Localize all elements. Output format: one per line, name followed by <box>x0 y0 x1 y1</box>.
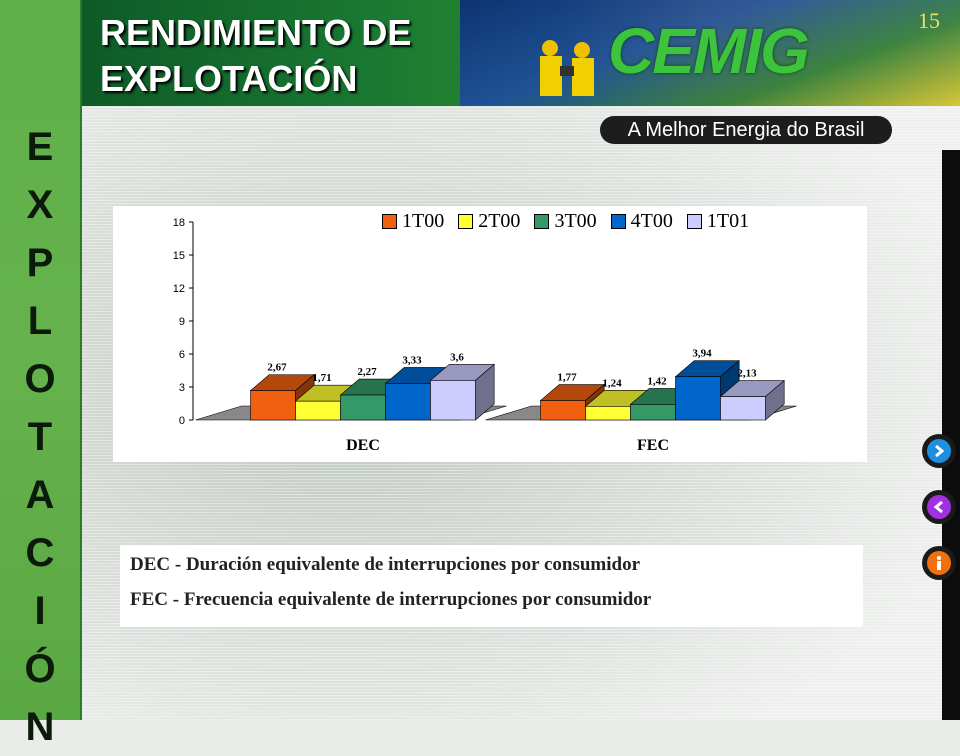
y-tick-label: 9 <box>179 316 185 328</box>
legend-label: 3T00 <box>554 210 597 232</box>
sidebar-letter: E <box>26 125 54 169</box>
legend-label: 4T00 <box>630 210 673 232</box>
info-button[interactable] <box>922 546 956 580</box>
bar-value-label: 3,6 <box>450 351 464 363</box>
definition-dec: DEC - Duración equivalente de interrupci… <box>130 554 641 575</box>
workers-illustration <box>540 40 594 96</box>
cemig-logo: CEMIG <box>608 15 810 87</box>
sidebar-letter: X <box>26 183 54 227</box>
page-number: 15 <box>918 8 940 33</box>
definitions-box: DEC - Duración equivalente de interrupci… <box>120 545 863 627</box>
bar-value-label: 3,94 <box>692 348 712 360</box>
bar <box>385 383 431 421</box>
sidebar-letter: Ó <box>24 647 56 691</box>
x-category-label: DEC <box>346 437 380 454</box>
bar-value-label: 1,42 <box>647 375 667 387</box>
y-tick-label: 18 <box>173 217 185 229</box>
legend-item: 1T00 <box>382 210 444 233</box>
bar-chart: 0 3 6 9 12 15 18 DEC FEC 2,67 1,71 2,27 3,33 3,6 1,77 1… <box>173 217 797 454</box>
sidebar-letter: N <box>25 705 55 749</box>
bar <box>675 376 721 421</box>
legend-item: 4T00 <box>610 210 673 233</box>
page-title-line2: EXPLOTACIÓN <box>100 58 358 99</box>
sidebar-letter: P <box>26 241 54 285</box>
chevron-right-icon <box>927 439 951 463</box>
bar <box>430 380 476 421</box>
bar-value-label: 2,67 <box>267 362 287 374</box>
y-tick-label: 3 <box>179 382 185 394</box>
bar-value-label: 1,71 <box>312 372 331 384</box>
legend-swatch <box>610 214 626 229</box>
y-tick-label: 6 <box>179 349 185 361</box>
sidebar <box>0 0 82 720</box>
bar <box>540 400 586 421</box>
bar <box>630 404 676 421</box>
next-slide-button[interactable] <box>922 434 956 468</box>
legend-item: 3T00 <box>534 210 597 233</box>
legend-item: 1T01 <box>686 210 750 233</box>
legend-swatch <box>534 214 550 229</box>
legend-swatch <box>458 214 474 229</box>
bar <box>340 394 386 421</box>
bar-value-label: 2,13 <box>737 368 757 380</box>
legend-label: 1T00 <box>402 210 445 232</box>
legend-swatch <box>686 214 702 229</box>
bar <box>250 390 296 421</box>
prev-slide-button[interactable] <box>922 490 956 524</box>
sidebar-letter: T <box>27 415 53 459</box>
legend-label: 1T01 <box>706 210 750 232</box>
x-category-label: FEC <box>637 437 669 454</box>
page-title-line1: RENDIMIENTO DE <box>100 12 412 53</box>
legend-swatch <box>382 214 397 229</box>
sidebar-letter: O <box>24 357 56 401</box>
y-tick-label: 0 <box>179 415 185 427</box>
bar <box>720 396 766 421</box>
sidebar-letter: A <box>25 473 55 517</box>
sidebar-vertical-title: E X P L O T A C I Ó N <box>0 118 80 756</box>
bar-value-label: 2,27 <box>357 366 377 378</box>
legend-item: 2T00 <box>458 210 520 233</box>
bar-value-label: 1,77 <box>557 372 577 384</box>
brand-slogan: A Melhor Energia do Brasil <box>600 116 892 144</box>
chevron-left-icon <box>927 495 951 519</box>
bar <box>585 406 631 421</box>
chart-legend: 1T00 2T00 3T00 4T00 1T01 <box>382 210 749 233</box>
sidebar-letter: L <box>27 299 53 343</box>
sidebar-letter: C <box>25 531 55 575</box>
legend-label: 2T00 <box>478 210 521 232</box>
info-icon <box>927 551 951 575</box>
y-tick-label: 12 <box>173 283 185 295</box>
page-title: RENDIMIENTO DE EXPLOTACIÓN <box>100 10 411 102</box>
definition-fec: FEC - Frecuencia equivalente de interrup… <box>130 589 652 610</box>
sidebar-letter: I <box>34 589 46 633</box>
bar <box>295 400 341 421</box>
bar-value-label: 1,24 <box>602 377 622 389</box>
bar-value-label: 3,33 <box>402 354 422 366</box>
y-tick-label: 15 <box>173 250 185 262</box>
